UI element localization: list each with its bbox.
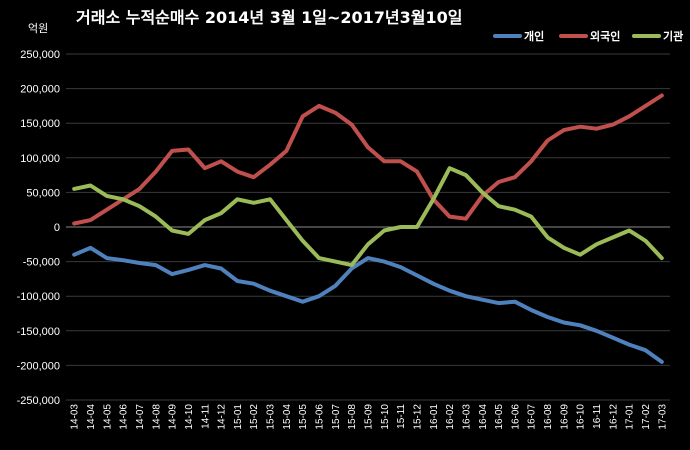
y-tick-label: 50,000 [26, 187, 60, 199]
series-line-institution [72, 166, 664, 268]
x-tick-label: 14-05 [102, 404, 113, 430]
y-tick-label: 250,000 [20, 49, 60, 61]
x-tick-label: 15-03 [266, 404, 277, 430]
y-tick-label: -150,000 [17, 326, 60, 338]
x-tick-label: 16-06 [510, 404, 521, 430]
x-tick-label: 15-11 [396, 404, 407, 429]
x-tick-label: 17-03 [657, 404, 668, 430]
x-tick-label: 16-09 [559, 404, 570, 430]
legend: 개인 외국인 기관 [493, 29, 683, 43]
x-tick-label: 14-06 [119, 404, 130, 430]
x-tick-label: 16-02 [445, 404, 456, 430]
legend-label-foreign: 외국인 [590, 29, 620, 43]
y-tick-label: -200,000 [17, 360, 60, 372]
x-tick-label: 15-05 [298, 404, 309, 430]
x-tick-label: 14-04 [86, 404, 97, 430]
x-tick-label: 15-07 [331, 404, 342, 430]
y-tick-label: -50,000 [23, 257, 60, 269]
x-tick-label: 14-08 [151, 404, 162, 430]
y-tick-label: 200,000 [20, 84, 60, 96]
x-tick-label: 14-07 [135, 404, 146, 430]
series-line-foreign [72, 93, 664, 226]
chart-title: 거래소 누적순매수 2014년 3월 1일~2017년3월10일 [76, 8, 463, 27]
y-tick-label: -250,000 [17, 395, 60, 407]
x-tick-label: 14-03 [70, 404, 81, 430]
x-tick-label: 16-12 [608, 404, 619, 430]
y-axis-ticks: -250,000 -200,000 -150,000 -100,000 -50,000 0… [17, 49, 60, 407]
x-tick-label: 15-06 [315, 404, 326, 430]
legend-label-retail: 개인 [524, 29, 544, 43]
gridlines [66, 53, 670, 401]
x-tick-label: 15-08 [347, 404, 358, 430]
x-tick-label: 14-09 [168, 404, 179, 430]
legend-label-institution: 기관 [663, 29, 683, 43]
x-tick-label: 14-12 [217, 404, 228, 430]
series-lines [72, 93, 664, 364]
x-tick-label: 15-04 [282, 404, 293, 430]
x-tick-label: 16-07 [527, 404, 538, 430]
x-tick-label: 16-05 [494, 404, 505, 430]
x-tick-label: 16-08 [543, 404, 554, 430]
x-tick-label: 15-01 [233, 404, 244, 430]
x-tick-label: 16-01 [429, 404, 440, 430]
x-tick-label: 16-04 [478, 404, 489, 430]
x-tick-label: 14-11 [200, 404, 211, 429]
x-tick-label: 15-10 [380, 404, 391, 430]
x-tick-label: 17-02 [641, 404, 652, 430]
x-tick-label: 17-01 [625, 404, 636, 430]
x-tick-label: 16-11 [592, 404, 603, 429]
x-tick-label: 16-10 [576, 404, 587, 430]
y-tick-label: 150,000 [20, 118, 60, 130]
x-tick-label: 15-09 [364, 404, 375, 430]
y-tick-label: 0 [54, 222, 60, 234]
x-tick-label: 15-12 [412, 404, 423, 430]
y-tick-label: 100,000 [20, 153, 60, 165]
x-tick-label: 15-02 [249, 404, 260, 430]
series-line-retail [72, 245, 664, 364]
y-tick-label: -100,000 [17, 291, 60, 303]
x-tick-label: 14-10 [184, 404, 195, 430]
y-axis-unit-label: 억원 [28, 22, 48, 35]
x-axis-ticks: 14-03 14-04 14-05 14-06 14-07 14-08 14-09 14-10… [70, 404, 669, 430]
x-tick-label: 16-03 [461, 404, 472, 430]
